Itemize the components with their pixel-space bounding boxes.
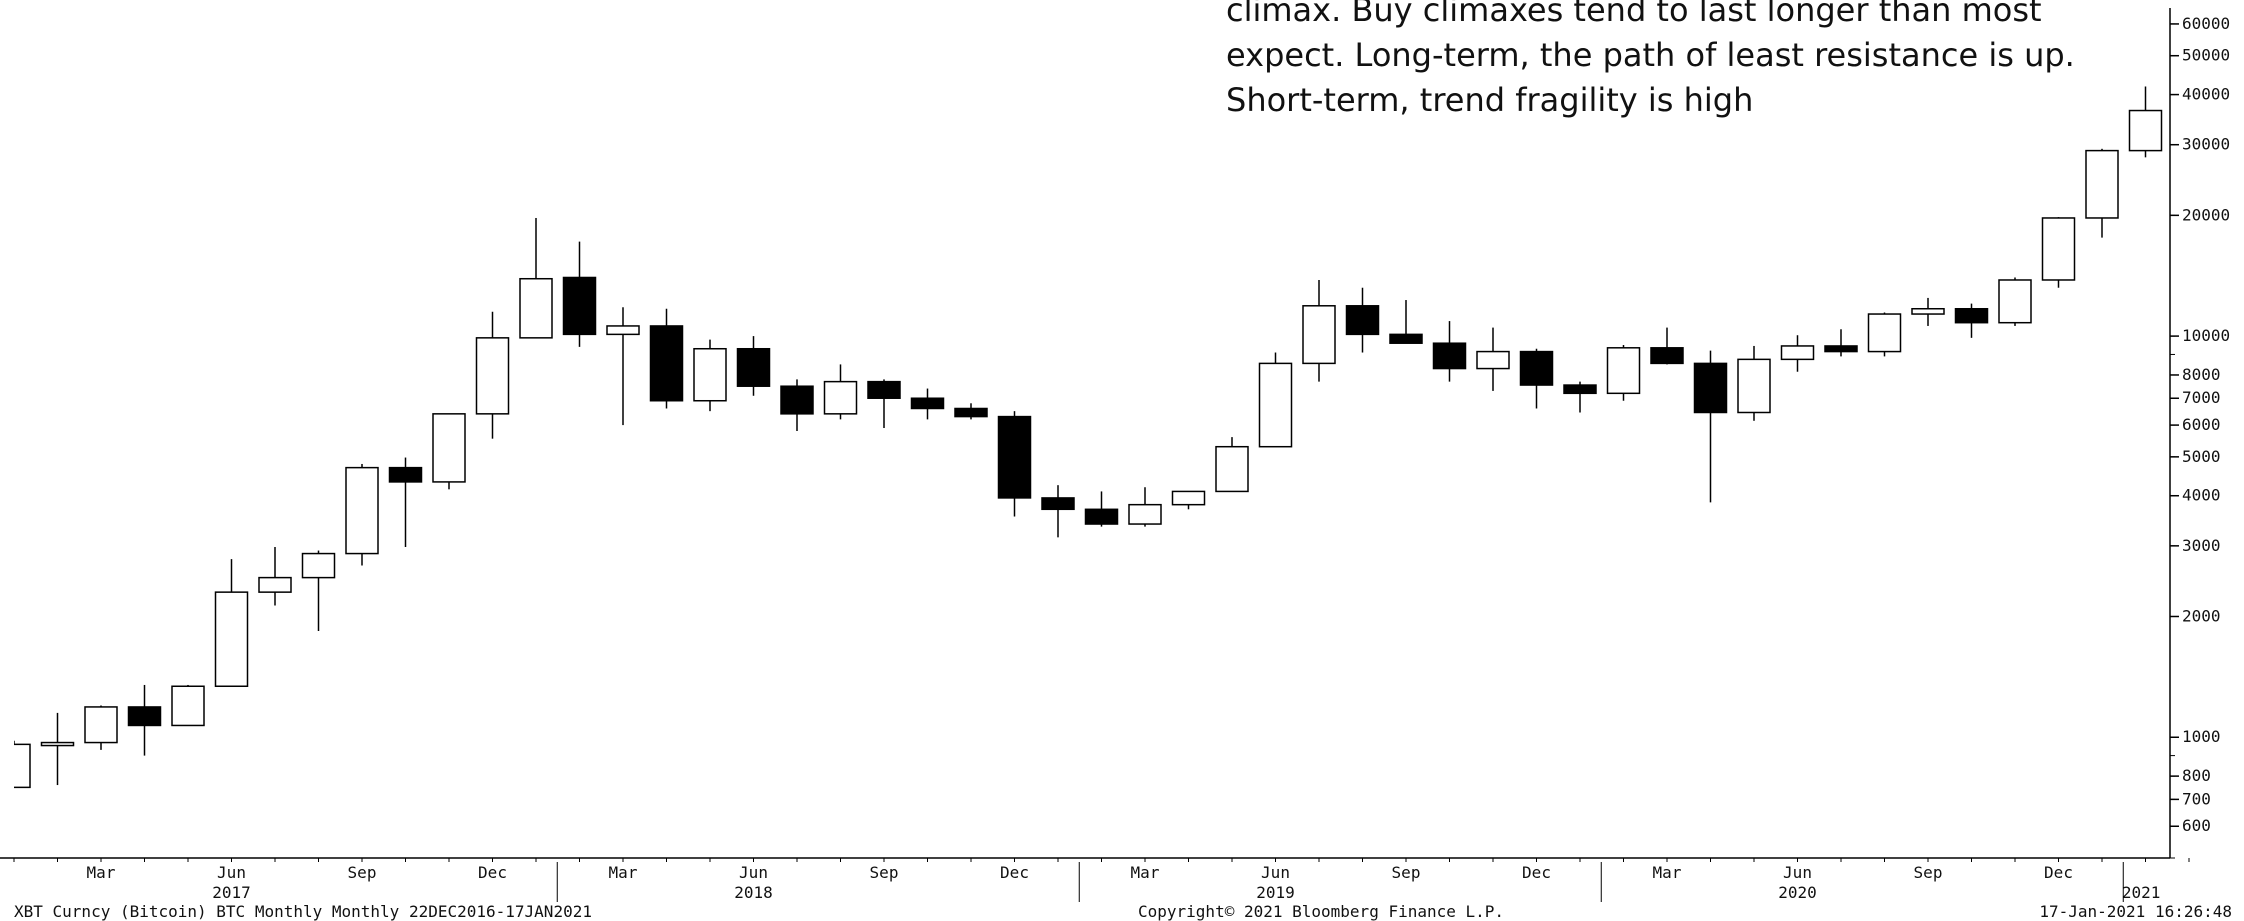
- y-tick-label: 3000: [2182, 536, 2221, 555]
- candle-body: [910, 397, 945, 410]
- x-year-label: 2018: [734, 883, 773, 902]
- candle-body: [1650, 347, 1684, 365]
- candle-body: [954, 407, 988, 418]
- candle-body: [519, 277, 553, 339]
- candle-body: [1780, 345, 1815, 361]
- candle-body: [562, 276, 597, 336]
- candle-body: [1693, 362, 1728, 414]
- candle-body: [1563, 384, 1597, 395]
- candle-body: [388, 466, 423, 483]
- y-tick-label: 30000: [2182, 135, 2230, 154]
- x-month-label: Mar: [1131, 863, 1160, 882]
- candle-body: [1432, 342, 1467, 370]
- candle-body: [1258, 362, 1293, 448]
- x-year-label: 2020: [1778, 883, 1817, 902]
- x-month-label: Mar: [87, 863, 116, 882]
- candle-body: [1389, 333, 1423, 344]
- x-month-label: Jun: [217, 863, 246, 882]
- candle-body: [1911, 307, 1945, 315]
- candle-body: [214, 591, 249, 688]
- x-month-label: Jun: [1783, 863, 1812, 882]
- candle-body: [258, 576, 292, 593]
- candle-body: [1998, 279, 2032, 324]
- candle-body: [345, 466, 379, 555]
- x-year-label: 2019: [1256, 883, 1295, 902]
- y-tick-label: 800: [2182, 766, 2211, 785]
- x-month-label: Jun: [1261, 863, 1290, 882]
- annotation-line-1: climax. Buy climaxes tend to last longer…: [1226, 0, 2042, 29]
- candle-body: [780, 385, 814, 415]
- y-tick-label: 6000: [2182, 415, 2221, 434]
- candle-body: [84, 706, 118, 744]
- footer-timestamp: 17-Jan-2021 16:26:48: [2039, 902, 2232, 921]
- candle-body: [867, 380, 901, 399]
- candle-body: [1345, 305, 1380, 336]
- x-month-label: Mar: [1653, 863, 1682, 882]
- candle-body: [1606, 347, 1641, 395]
- x-month-label: Dec: [478, 863, 507, 882]
- y-tick-label: 700: [2182, 789, 2211, 808]
- y-tick-label: 8000: [2182, 365, 2221, 384]
- x-month-label: Jun: [739, 863, 768, 882]
- candle-body: [2128, 109, 2163, 152]
- candle-body: [606, 325, 640, 336]
- candle-body: [1084, 508, 1119, 525]
- candle-body: [14, 743, 31, 789]
- candle-body: [1867, 313, 1902, 353]
- candle-body: [432, 413, 466, 483]
- candle-body: [1737, 358, 1771, 414]
- candle-body: [1519, 350, 1554, 386]
- x-month-label: Sep: [1392, 863, 1421, 882]
- candle-body: [2041, 217, 2076, 281]
- candle-body: [736, 347, 771, 387]
- x-month-label: Sep: [1914, 863, 1943, 882]
- candle-body: [997, 415, 1032, 499]
- candle-body: [1171, 490, 1206, 506]
- candle-body: [1954, 307, 1989, 324]
- candle-body: [693, 347, 727, 402]
- y-tick-label: 5000: [2182, 447, 2221, 466]
- candle-body: [823, 380, 858, 415]
- y-tick-label: 600: [2182, 816, 2211, 835]
- footer-source: XBT Curncy (Bitcoin) BTC Monthly Monthly…: [14, 902, 592, 921]
- candle-body: [127, 706, 162, 727]
- candle-body: [301, 552, 336, 579]
- candles-layer: [14, 86, 2163, 789]
- candle-body: [2085, 149, 2119, 219]
- y-tick-label: 50000: [2182, 46, 2230, 65]
- candle-body: [40, 741, 75, 747]
- x-year-label: 2021: [2122, 883, 2161, 902]
- x-year-label: 2017: [212, 883, 251, 902]
- candle-body: [1476, 350, 1510, 370]
- y-tick-label: 10000: [2182, 326, 2230, 345]
- annotation-line-3: Short-term, trend fragility is high: [1226, 81, 1754, 119]
- y-tick-label: 1000: [2182, 727, 2221, 746]
- candle-body: [1128, 503, 1162, 525]
- x-month-label: Mar: [609, 863, 638, 882]
- candle-body: [1215, 445, 1249, 493]
- candle-body: [171, 685, 205, 727]
- y-tick-label: 40000: [2182, 85, 2230, 104]
- y-tick-label: 20000: [2182, 205, 2230, 224]
- x-month-label: Dec: [2044, 863, 2073, 882]
- annotation-line-2: expect. Long-term, the path of least res…: [1226, 36, 2075, 74]
- candle-body: [1302, 305, 1336, 365]
- y-tick-label: 4000: [2182, 486, 2221, 505]
- y-tick-label: 60000: [2182, 14, 2230, 33]
- y-tick-label: 7000: [2182, 388, 2221, 407]
- x-month-label: Sep: [870, 863, 899, 882]
- candle-body: [475, 337, 510, 415]
- x-month-label: Dec: [1000, 863, 1029, 882]
- axes-layer: 600 700 800 1000 2000 3000 4000 5000 6000 7000 800…: [0, 8, 2230, 902]
- annotation-text: climax. Buy climaxes tend to last longer…: [1226, 0, 2075, 123]
- footer-copyright: Copyright© 2021 Bloomberg Finance L.P.: [1138, 902, 1504, 921]
- candle-body: [1824, 345, 1858, 353]
- candle-body: [1041, 497, 1075, 511]
- x-month-label: Sep: [348, 863, 377, 882]
- candle-body: [649, 325, 684, 402]
- x-month-label: Dec: [1522, 863, 1551, 882]
- y-tick-label: 2000: [2182, 606, 2221, 625]
